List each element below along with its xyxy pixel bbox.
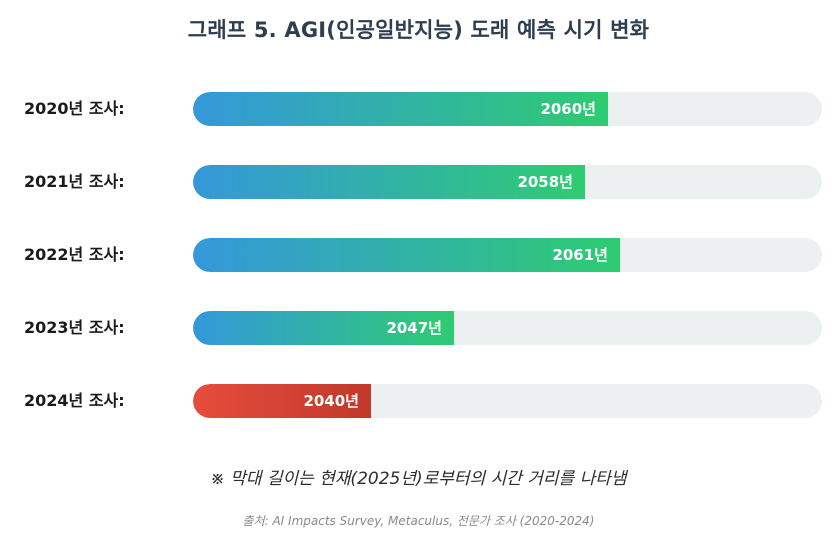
- category-label: 2023년 조사:: [24, 318, 125, 337]
- category-label: 2020년 조사:: [24, 99, 125, 118]
- bar-track: 2060년: [193, 92, 822, 126]
- bar-row: 2024년 조사: 2040년: [0, 384, 837, 418]
- bar-track: 2047년: [193, 311, 822, 345]
- bar: [193, 165, 585, 199]
- chart-title: 그래프 5. AGI(인공일반지능) 도래 예측 시기 변화: [187, 18, 650, 42]
- bar-track: 2058년: [193, 165, 822, 199]
- bar-row: 2022년 조사: 2061년: [0, 238, 837, 272]
- data-label: 2058년: [517, 173, 573, 191]
- chart-source: 출처: AI Impacts Survey, Metaculus, 전문가 조사…: [242, 514, 595, 528]
- category-label: 2024년 조사:: [24, 391, 125, 410]
- bar-row: 2020년 조사: 2060년: [0, 92, 837, 126]
- bar-track: 2040년: [193, 384, 822, 418]
- category-label: 2021년 조사:: [24, 172, 125, 191]
- category-label: 2022년 조사:: [24, 245, 125, 264]
- data-label: 2061년: [552, 246, 608, 264]
- bar: [193, 384, 371, 418]
- bar: [193, 92, 608, 126]
- bar: [193, 311, 454, 345]
- data-label: 2047년: [386, 319, 442, 337]
- bar-track: 2061년: [193, 238, 822, 272]
- data-label: 2040년: [303, 392, 359, 410]
- data-label: 2060년: [540, 100, 596, 118]
- bar: [193, 238, 620, 272]
- bar-row: 2021년 조사: 2058년: [0, 165, 837, 199]
- chart-note: ※ 막대 길이는 현재(2025년)로부터의 시간 거리를 나타냄: [210, 469, 627, 489]
- bar-row: 2023년 조사: 2047년: [0, 311, 837, 345]
